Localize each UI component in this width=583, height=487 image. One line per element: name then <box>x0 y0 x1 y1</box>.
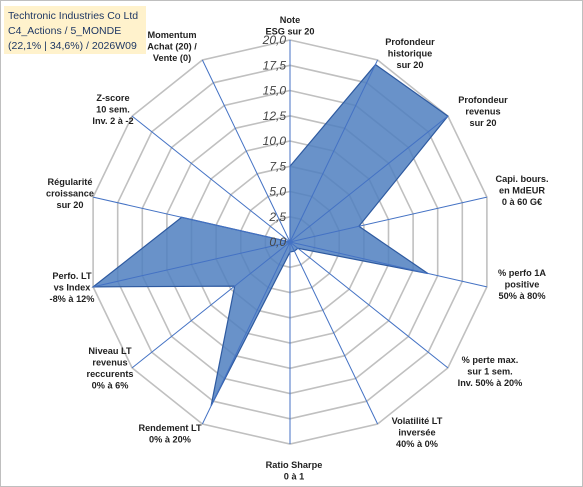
axis-label-line: inversée <box>398 428 435 438</box>
axis-label-line: 0 à 1 <box>284 472 304 482</box>
axis-label-line: vs Index <box>54 283 92 293</box>
axis-label-line: -8% à 12% <box>50 294 95 304</box>
axis-label-10: Niveau LT revenus reccurents 0% à 6% <box>87 346 134 391</box>
axis-label-line: Volatilité LT <box>392 416 443 426</box>
axis-label-line: Régularité <box>48 177 93 187</box>
spoke-6 <box>289 241 449 369</box>
axis-label-line: en MdEUR <box>499 186 545 196</box>
axis-label-line: Ratio Sharpe <box>266 460 323 470</box>
axis-label-line: Profondeur <box>385 37 435 47</box>
tick-label: 0,0 <box>269 235 286 249</box>
axis-label-3: Profondeur revenus sur 20 <box>458 95 508 128</box>
axis-label-line: sur 20 <box>396 60 423 70</box>
axis-label-line: sur 20 <box>469 118 496 128</box>
spoke-2 <box>289 59 379 243</box>
spoke-12 <box>92 196 291 243</box>
axis-label-line: Momentum <box>148 30 197 40</box>
title-company: Techtronic Industries Co Ltd <box>8 10 139 22</box>
axis-label-line: revenus <box>92 358 127 368</box>
axis-label-line: % perfo 1A <box>498 268 546 278</box>
axis-label-line: 0 à 60 G€ <box>502 197 542 207</box>
axis-label-line: Profondeur <box>458 95 508 105</box>
axis-label-1: Note ESG sur 20 <box>265 15 314 37</box>
title-stats: (22,1% | 34,6%) / 2026W09 <box>8 40 137 52</box>
spoke-10 <box>131 241 291 369</box>
axis-label-line: 50% à 80% <box>499 291 546 301</box>
axis-label-line: Inv. 2 à -2 <box>92 116 133 126</box>
tick-label: 12,5 <box>263 109 287 123</box>
axis-label-line: 0% à 6% <box>92 381 129 391</box>
axis-label-line: sur 1 sem. <box>467 367 512 377</box>
tick-label: 7,5 <box>269 159 286 173</box>
axis-label-line: Niveau LT <box>88 346 132 356</box>
axis-label-11: Perfo. LT vs Index -8% à 12% <box>50 271 95 304</box>
tick-label: 15,0 <box>263 84 287 98</box>
spoke-5 <box>289 241 488 288</box>
spoke-3 <box>289 115 449 243</box>
series-area <box>91 63 449 407</box>
tick-label: 5,0 <box>269 185 286 199</box>
axis-label-line: Vente (0) <box>153 53 191 63</box>
axis-label-13: Z-score 10 sem. Inv. 2 à -2 <box>92 93 133 126</box>
axis-label-line: % perte max. <box>462 355 519 365</box>
axis-label-line: Z-score <box>96 93 129 103</box>
axis-label-line: Rendement LT <box>138 423 202 433</box>
axis-label-line: Note <box>280 15 300 25</box>
axis-label-line: ESG sur 20 <box>265 27 314 37</box>
spoke-9 <box>201 241 291 425</box>
axis-label-line: Capi. bours. <box>495 174 548 184</box>
axis-label-9: Rendement LT 0% à 20% <box>138 423 202 445</box>
title-category: C4_Actions / 5_MONDE <box>8 25 122 37</box>
tick-label: 20,0 <box>262 33 287 47</box>
spoke-4 <box>289 196 488 243</box>
axis-label-5: % perfo 1A positive 50% à 80% <box>498 268 546 301</box>
axis-label-line: reccurents <box>87 369 134 379</box>
spoke-7 <box>289 241 379 425</box>
axis-label-line: revenus <box>465 107 500 117</box>
axis-label-8: Ratio Sharpe 0 à 1 <box>266 460 323 482</box>
tick-label: 2,5 <box>268 210 286 224</box>
axis-label-line: 10 sem. <box>96 105 130 115</box>
axis-label-line: Inv. 50% à 20% <box>458 378 523 388</box>
axis-label-line: 0% à 20% <box>149 435 191 445</box>
chart-title-box: Techtronic Industries Co Ltd C4_Actions … <box>4 6 146 54</box>
axis-label-line: positive <box>505 280 540 290</box>
axis-label-line: historique <box>388 49 432 59</box>
axis-label-12: Régularité croissance sur 20 <box>46 177 94 210</box>
axis-label-line: Perfo. LT <box>52 271 92 281</box>
axis-label-line: croissance <box>46 189 94 199</box>
axis-label-4: Capi. bours. en MdEUR 0 à 60 G€ <box>495 174 548 207</box>
tick-label: 10,0 <box>263 134 287 148</box>
spoke-13 <box>131 115 291 243</box>
spoke-11 <box>92 241 291 288</box>
axis-label-line: sur 20 <box>56 200 83 210</box>
spoke-14 <box>201 59 291 243</box>
axis-label-line: 40% à 0% <box>396 439 438 449</box>
axis-label-14: Momentum Achat (20) / Vente (0) <box>147 30 197 63</box>
axis-label-line: Achat (20) / <box>147 42 197 52</box>
tick-label: 17,5 <box>263 58 287 72</box>
axis-label-2: Profondeur historique sur 20 <box>385 37 435 70</box>
axis-label-6: % perte max. sur 1 sem. Inv. 50% à 20% <box>458 355 523 388</box>
axis-label-7: Volatilité LT inversée 40% à 0% <box>392 416 443 449</box>
